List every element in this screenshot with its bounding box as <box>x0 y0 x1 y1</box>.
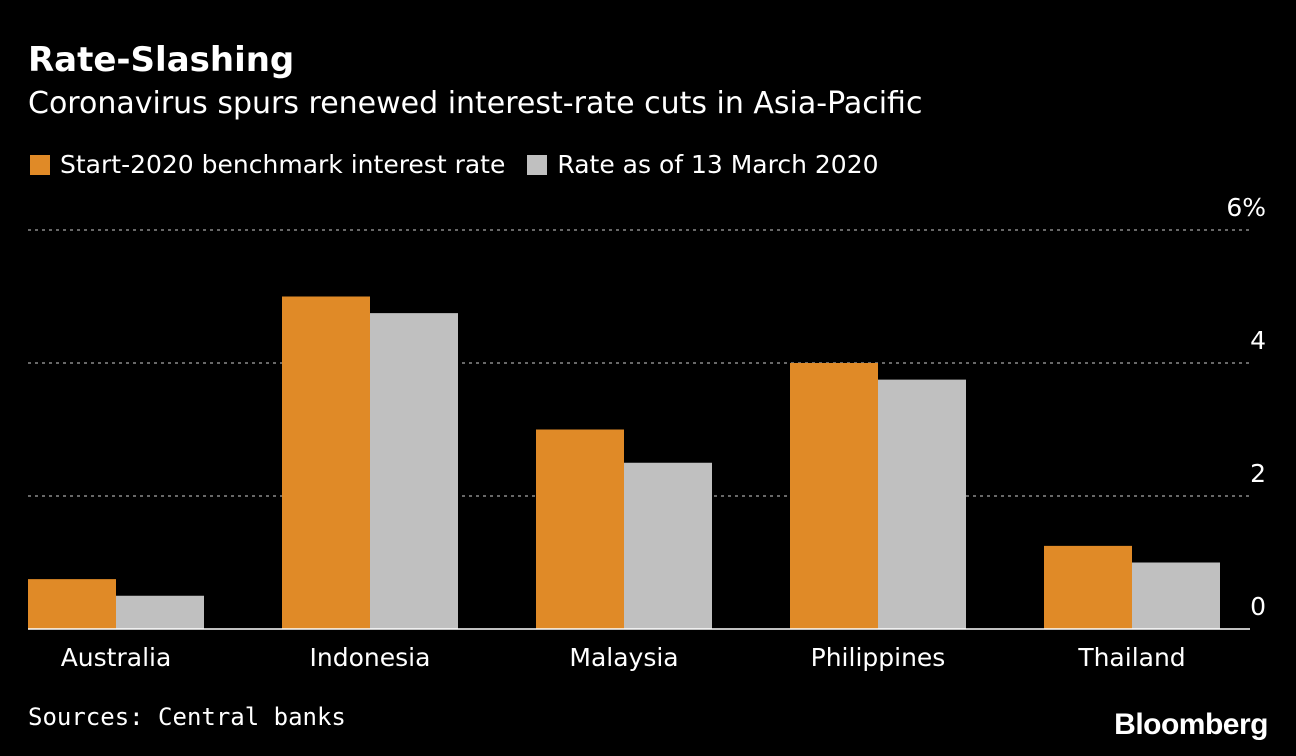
labels-layer: 0 2 4 6% Australia Indonesia Malaysia Philippin… <box>61 193 1266 672</box>
bloomberg-logo: Bloomberg <box>1114 708 1268 741</box>
x-category-label-philippines: Philippines <box>811 643 946 672</box>
bar-malaysia-start-2020 <box>536 429 624 629</box>
legend-label-start-2020: Start-2020 benchmark interest rate <box>60 150 506 179</box>
bar-thailand-start-2020 <box>1044 545 1132 629</box>
x-category-label-malaysia: Malaysia <box>569 643 678 672</box>
x-category-label-thailand: Thailand <box>1077 643 1185 672</box>
bar-philippines-march-2020 <box>878 379 966 629</box>
bar-indonesia-march-2020 <box>370 313 458 629</box>
legend-item-march-2020: Rate as of 13 March 2020 <box>527 150 879 179</box>
chart-title: Rate-Slashing <box>28 40 295 80</box>
y-tick-label-6: 6% <box>1226 193 1266 222</box>
legend-item-start-2020: Start-2020 benchmark interest rate <box>30 150 505 179</box>
x-category-label-indonesia: Indonesia <box>310 643 431 672</box>
chart-subtitle: Coronavirus spurs renewed interest-rate … <box>28 86 923 121</box>
bar-australia-march-2020 <box>116 595 204 629</box>
bar-indonesia-start-2020 <box>282 296 370 629</box>
y-tick-label-0: 0 <box>1250 592 1266 621</box>
grid-layer <box>28 229 1250 497</box>
bar-philippines-start-2020 <box>790 363 878 629</box>
bar-australia-start-2020 <box>28 579 116 629</box>
y-tick-label-4: 4 <box>1250 326 1266 355</box>
bars-layer <box>28 296 1220 629</box>
y-tick-label-2: 2 <box>1250 459 1266 488</box>
x-category-label-australia: Australia <box>61 643 172 672</box>
legend-swatch-march-2020 <box>527 154 548 175</box>
bar-thailand-march-2020 <box>1132 562 1220 629</box>
legend: Start-2020 benchmark interest rate Rate … <box>30 150 901 179</box>
bar-malaysia-march-2020 <box>624 462 712 629</box>
source-note: Sources: Central banks <box>28 703 346 731</box>
legend-swatch-start-2020 <box>30 154 50 175</box>
legend-label-march-2020: Rate as of 13 March 2020 <box>557 150 879 179</box>
